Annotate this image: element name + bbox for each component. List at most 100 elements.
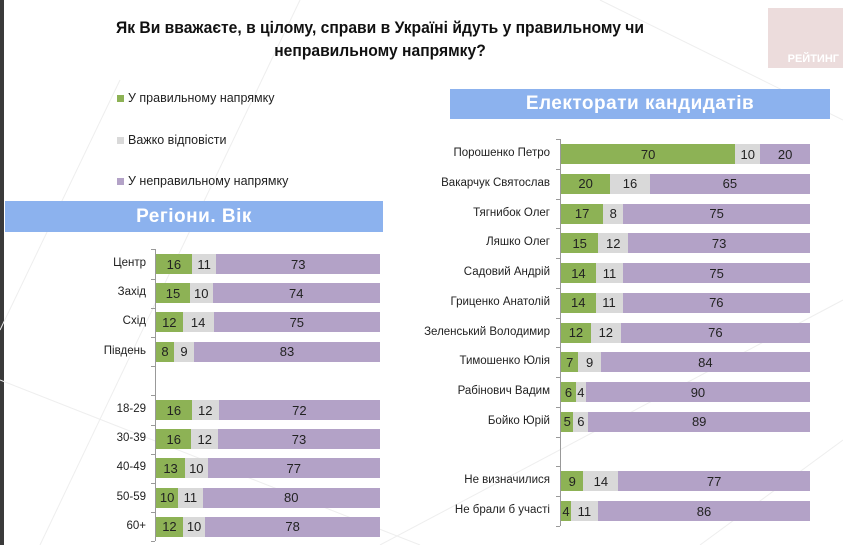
category-label: Тимошенко Юлія [459,355,550,368]
bar-segment-hard: 11 [191,254,217,274]
bar-segment-wrong: 74 [212,283,380,304]
bar-segment-wrong: 76 [620,322,810,343]
data-label: 89 [691,414,707,430]
data-label: 86 [696,503,712,519]
category-label: Захід [117,286,146,299]
data-label: 11 [197,256,211,272]
y-axis-tick [556,466,560,468]
data-label: 84 [698,354,713,370]
bar-segment-hard: 9 [173,341,195,362]
legend-label: Важко відповісти [128,133,227,147]
data-label: 77 [286,460,301,476]
data-label: 73 [711,235,727,251]
data-label: 16 [622,176,638,192]
y-axis-tick [556,258,560,260]
bar-segment-right: 20 [561,173,611,194]
bar-segment-hard: 8 [603,203,624,224]
bar-segment-wrong: 90 [585,382,810,402]
category-label: Вакарчук Святослав [441,176,550,189]
bar-segment-right: 70 [561,144,736,164]
y-axis-tick [151,483,155,484]
data-label: 12 [162,314,177,330]
legend-label: У неправильному напрямку [128,174,289,188]
data-label: 90 [690,384,706,400]
bar-segment-wrong: 75 [623,263,810,283]
category-label: 60+ [126,519,146,532]
bar-segment-right: 16 [156,429,192,450]
y-axis-tick [556,377,560,379]
category-label: Садовий Андрій [463,266,550,278]
bar-segment-hard: 10 [185,458,208,479]
data-label: 83 [279,344,295,360]
bar-segment-wrong: 86 [597,501,810,521]
bar-segment-hard: 14 [583,471,619,492]
y-axis-tick [151,541,155,543]
bar-segment-wrong: 75 [213,312,380,333]
bar-segment-right: 16 [156,400,192,420]
category-label: Бойко Юрій [487,414,550,427]
y-axis-tick [556,228,560,230]
bar-segment-wrong: 76 [622,292,810,313]
legend-swatch [117,94,124,102]
category-label: Гриценко Анатолій [450,295,551,308]
data-label: 10 [194,285,209,301]
bar-segment-hard: 9 [578,352,601,373]
category-label: Не визначилися [464,474,550,487]
bar-segment-wrong: 72 [218,400,380,420]
bar-segment-right: 14 [561,292,596,313]
data-label: 4 [577,384,585,400]
bar-segment-right: 4 [561,501,571,521]
category-label: 50-59 [116,490,146,503]
data-label: 20 [777,146,793,162]
bar-segment-wrong: 84 [600,352,810,373]
data-label: 70 [640,146,656,162]
bar-segment-hard: 12 [590,322,621,343]
bar-segment-right: 6 [561,382,576,402]
legend-item-hard: Важко відповісти [117,133,227,147]
bar-segment-hard: 11 [595,292,623,313]
data-label: 4 [562,503,570,519]
bar-segment-wrong: 77 [618,471,810,492]
data-label: 8 [161,344,169,360]
data-label: 6 [564,384,573,400]
bar-segment-hard: 11 [570,501,598,521]
left-edge [0,0,4,545]
bar-segment-right: 12 [156,312,183,333]
data-label: 12 [162,519,177,535]
category-label: Ляшко Олег [486,236,550,249]
data-label: 12 [598,325,614,340]
regions-age-header: Регіони. Вік [5,201,383,232]
data-label: 6 [577,414,585,430]
category-label: Тягнибок Олег [473,206,550,219]
data-label: 12 [198,402,213,418]
bar-segment-right: 16 [156,254,192,274]
data-label: 7 [566,354,574,370]
y-axis-tick [151,278,155,280]
bar-segment-right: 12 [156,516,183,537]
y-axis-tick [151,307,155,309]
data-label: 75 [289,314,305,330]
legend-swatch [117,136,124,144]
bar-segment-wrong: 75 [623,203,810,224]
bar-segment-right: 17 [561,203,604,224]
data-label: 80 [284,490,299,506]
data-label: 14 [593,473,609,489]
y-axis-tick [151,424,155,426]
legend-item-right: У правильному напрямку [117,91,274,105]
y-axis-tick [556,287,560,289]
bar-segment-wrong: 80 [202,487,380,508]
bar-segment-right: 13 [156,458,186,479]
data-label: 73 [291,431,307,447]
data-label: 76 [708,325,723,340]
bar-segment-hard: 6 [573,411,589,432]
data-label: 10 [740,146,755,162]
bar-segment-right: 14 [561,263,596,283]
data-label: 11 [183,490,198,506]
data-label: 16 [166,256,182,272]
data-label: 14 [190,314,206,330]
y-axis-tick [556,525,560,527]
bar-segment-right: 15 [156,283,190,304]
y-axis-tick [151,249,155,251]
data-label: 15 [572,235,587,251]
data-label: 9 [586,354,594,370]
